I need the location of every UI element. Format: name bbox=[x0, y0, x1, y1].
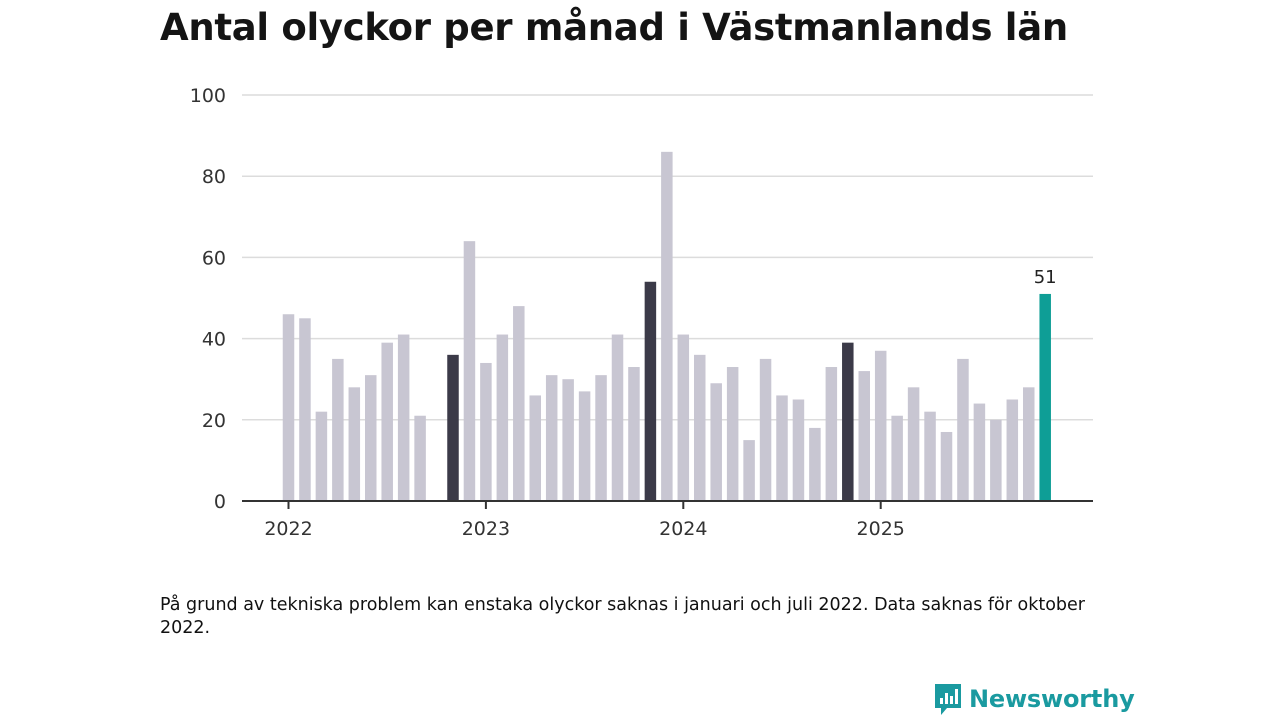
bar bbox=[809, 428, 821, 501]
brand-logo[interactable]: Newsworthy bbox=[933, 682, 1135, 716]
bar-highlight bbox=[842, 343, 854, 501]
bar bbox=[365, 375, 377, 501]
bar bbox=[974, 404, 986, 501]
bar bbox=[480, 363, 492, 501]
x-tick-label: 2025 bbox=[857, 518, 905, 540]
bar bbox=[694, 355, 706, 501]
bar bbox=[513, 306, 525, 501]
bar bbox=[727, 367, 739, 501]
bar bbox=[1007, 400, 1019, 502]
y-tick-label: 80 bbox=[202, 166, 226, 188]
y-tick-label: 40 bbox=[202, 329, 226, 351]
bar bbox=[793, 400, 805, 502]
bar bbox=[875, 351, 887, 501]
bar bbox=[908, 387, 920, 501]
bar bbox=[661, 152, 673, 501]
bar bbox=[859, 371, 871, 501]
x-tick-label: 2023 bbox=[462, 518, 510, 540]
newsworthy-logo-icon bbox=[933, 682, 963, 716]
bar bbox=[349, 387, 361, 501]
bar bbox=[283, 314, 295, 501]
data-label: 51 bbox=[1034, 267, 1057, 288]
y-tick-label: 100 bbox=[190, 85, 226, 107]
axis-layer bbox=[242, 501, 1093, 509]
bar bbox=[924, 412, 936, 501]
bar-highlight bbox=[645, 282, 657, 501]
x-tick-label: 2022 bbox=[264, 518, 312, 540]
bar bbox=[760, 359, 772, 501]
y-tick-label: 20 bbox=[202, 410, 226, 432]
bar bbox=[595, 375, 607, 501]
brand-name: Newsworthy bbox=[969, 685, 1135, 713]
bar bbox=[299, 318, 311, 501]
bar bbox=[826, 367, 838, 501]
bar bbox=[562, 379, 574, 501]
bar bbox=[398, 335, 410, 501]
x-tick-label: 2024 bbox=[659, 518, 707, 540]
bar bbox=[990, 420, 1002, 501]
bar bbox=[332, 359, 344, 501]
bar bbox=[464, 241, 476, 501]
footnote: På grund av tekniska problem kan enstaka… bbox=[160, 594, 1100, 640]
bar bbox=[941, 432, 953, 501]
y-tick-label: 60 bbox=[202, 247, 226, 269]
bar bbox=[743, 440, 755, 501]
bar bbox=[628, 367, 640, 501]
bar bbox=[579, 391, 591, 501]
bar bbox=[381, 343, 393, 501]
bar bbox=[612, 335, 624, 501]
bar bbox=[710, 383, 722, 501]
bar bbox=[1023, 387, 1035, 501]
bar bbox=[546, 375, 558, 501]
bar bbox=[497, 335, 509, 501]
bar bbox=[891, 416, 903, 501]
y-tick-label: 0 bbox=[214, 491, 226, 513]
bar bbox=[957, 359, 969, 501]
bar-chart: 0 20 40 60 80 100 2022 2023 2024 2025 51 bbox=[0, 0, 1280, 580]
bar-latest bbox=[1039, 294, 1051, 501]
bar bbox=[776, 395, 788, 501]
bar-layer bbox=[283, 152, 1051, 501]
bar bbox=[530, 395, 542, 501]
bar bbox=[678, 335, 690, 501]
bar bbox=[414, 416, 426, 501]
bar bbox=[316, 412, 328, 501]
bar-highlight bbox=[447, 355, 459, 501]
